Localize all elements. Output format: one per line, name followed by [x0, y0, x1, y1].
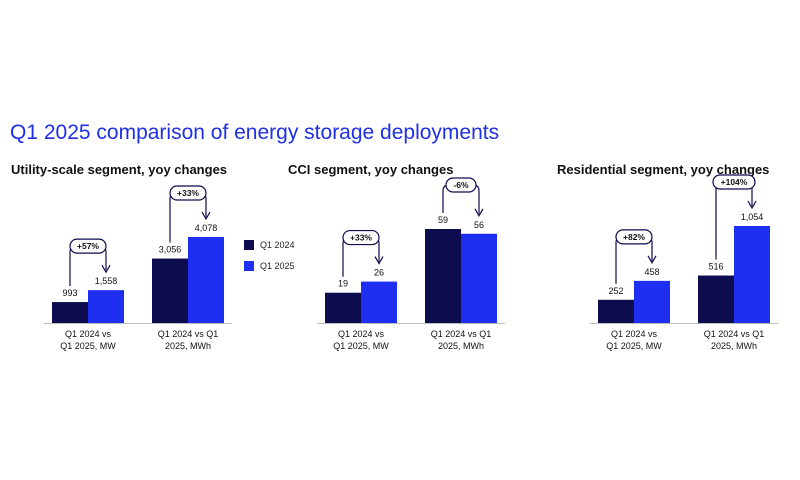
value-label-q1-2024: 252 [608, 286, 623, 296]
arrow-head-icon [647, 255, 657, 265]
legend: Q1 2024 Q1 2025 [244, 238, 295, 280]
x-axis-label: Q1 2024 vs [338, 329, 385, 339]
legend-label-q1-2025: Q1 2025 [260, 260, 295, 271]
change-label: +82% [623, 232, 645, 242]
change-label: +57% [77, 241, 99, 251]
bar-q1-2025 [88, 290, 124, 323]
value-label-q1-2025: 458 [644, 267, 659, 277]
bar-q1-2025 [461, 233, 497, 323]
bar-q1-2024 [52, 302, 88, 323]
change-badge [169, 185, 207, 201]
x-axis-label: Q1 2025, MW [60, 341, 116, 351]
value-label-q1-2025: 1,558 [95, 276, 118, 286]
legend-item-q1-2025: Q1 2025 [244, 259, 295, 272]
cci-chart-title: CCI segment, yoy changes [288, 162, 454, 177]
value-label-q1-2025: 1,054 [741, 212, 764, 222]
value-label-q1-2025: 26 [374, 268, 384, 278]
value-label-q1-2024: 993 [62, 288, 77, 298]
bar-q1-2024 [425, 229, 461, 323]
arrow-head-icon [374, 256, 384, 265]
arrow-head-icon [201, 211, 211, 221]
legend-swatch-q1-2024 [244, 239, 254, 250]
legend-item-q1-2024: Q1 2024 [244, 238, 295, 251]
value-label-q1-2024: 59 [438, 215, 448, 225]
change-badge [445, 177, 477, 193]
change-label: -6% [453, 180, 469, 190]
value-label-q1-2024: 3,056 [159, 245, 182, 255]
x-axis-label: Q1 2024 vs Q1 [431, 329, 492, 339]
utility-scale-chart-title: Utility-scale segment, yoy changes [11, 162, 228, 177]
value-label-q1-2024: 516 [708, 262, 723, 272]
change-badge [712, 174, 756, 190]
arrow-head-icon [474, 208, 484, 217]
bar-q1-2025 [361, 281, 397, 323]
x-axis-label: Q1 2025, MW [333, 341, 389, 351]
x-axis-label: Q1 2024 vs [611, 329, 658, 339]
bar-q1-2024 [152, 258, 188, 323]
legend-label-q1-2024: Q1 2024 [260, 239, 295, 250]
x-axis-label: 2025, MWh [165, 341, 211, 351]
x-axis-label: Q1 2024 vs [65, 329, 112, 339]
change-badge [342, 229, 380, 246]
x-axis-label: 2025, MWh [438, 341, 484, 351]
x-axis-label: 2025, MWh [711, 341, 757, 351]
legend-swatch-q1-2025 [244, 260, 254, 271]
x-axis-label: Q1 2024 vs Q1 [704, 329, 765, 339]
page-title: Q1 2025 comparison of energy storage dep… [10, 121, 500, 144]
bar-q1-2025 [188, 237, 224, 323]
value-label-q1-2024: 19 [338, 279, 348, 289]
residential-chart-title: Residential segment, yoy changes [557, 162, 770, 177]
bar-q1-2024 [598, 299, 634, 323]
bar-q1-2024 [698, 275, 734, 323]
value-label-q1-2025: 4,078 [195, 223, 218, 233]
value-label-q1-2025: 56 [474, 220, 484, 230]
arrow-head-icon [747, 200, 757, 210]
change-label: +33% [177, 188, 199, 198]
change-label: +104% [721, 177, 748, 187]
arrow-head-icon [101, 264, 111, 274]
bar-q1-2024 [325, 292, 361, 323]
change-badge [69, 238, 107, 254]
x-axis-label: Q1 2025, MW [606, 341, 662, 351]
bar-q1-2025 [734, 226, 770, 323]
change-label: +33% [350, 233, 372, 243]
change-badge [615, 229, 653, 245]
bar-q1-2025 [634, 280, 670, 323]
x-axis-label: Q1 2024 vs Q1 [158, 329, 219, 339]
